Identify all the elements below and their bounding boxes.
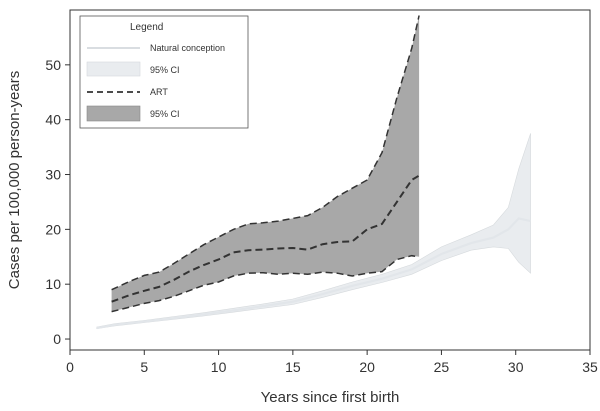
y-axis: 0 10 20 30 40 50 [45, 57, 70, 347]
series-line-art [111, 174, 420, 303]
y-tick-label-0: 0 [53, 331, 61, 347]
y-tick-label-10: 10 [45, 276, 61, 292]
x-tick-label-10: 10 [211, 359, 227, 375]
legend-entry-natural: Natural conception [150, 43, 225, 53]
series-line-natural-conception [96, 217, 531, 330]
x-axis: 0 5 10 15 20 25 30 35 [66, 350, 598, 375]
ci-band-art [111, 15, 420, 312]
legend-entry-art: ART [150, 87, 168, 97]
x-tick-label-0: 0 [66, 359, 74, 375]
legend-entry-natural-ci: 95% CI [150, 65, 180, 75]
legend-entry-art-ci: 95% CI [150, 109, 180, 119]
y-tick-label-20: 20 [45, 221, 61, 237]
x-tick-label-30: 30 [508, 359, 524, 375]
x-tick-label-5: 5 [140, 359, 148, 375]
legend: Legend Natural conception 95% CI ART 95%… [79, 15, 249, 129]
legend-swatch-natural-ci [86, 61, 141, 77]
ci-lower-line-art [111, 254, 420, 313]
y-tick-label-40: 40 [45, 112, 61, 128]
x-axis-label: Years since first birth [261, 389, 400, 406]
plot-frame [69, 9, 591, 351]
ci-upper-line-art [111, 15, 420, 291]
legend-swatch-art-ci [86, 105, 141, 122]
x-tick-label-25: 25 [434, 359, 450, 375]
x-tick-label-35: 35 [582, 359, 598, 375]
y-axis-label: Cases per 100,000 person-years [6, 71, 23, 289]
x-tick-label-15: 15 [285, 359, 301, 375]
plot-area [96, 15, 531, 330]
legend-title: Legend [130, 22, 163, 33]
ci-band-natural-conception [96, 133, 531, 329]
y-tick-label-30: 30 [45, 167, 61, 183]
x-tick-label-20: 20 [359, 359, 375, 375]
y-tick-label-50: 50 [45, 57, 61, 73]
